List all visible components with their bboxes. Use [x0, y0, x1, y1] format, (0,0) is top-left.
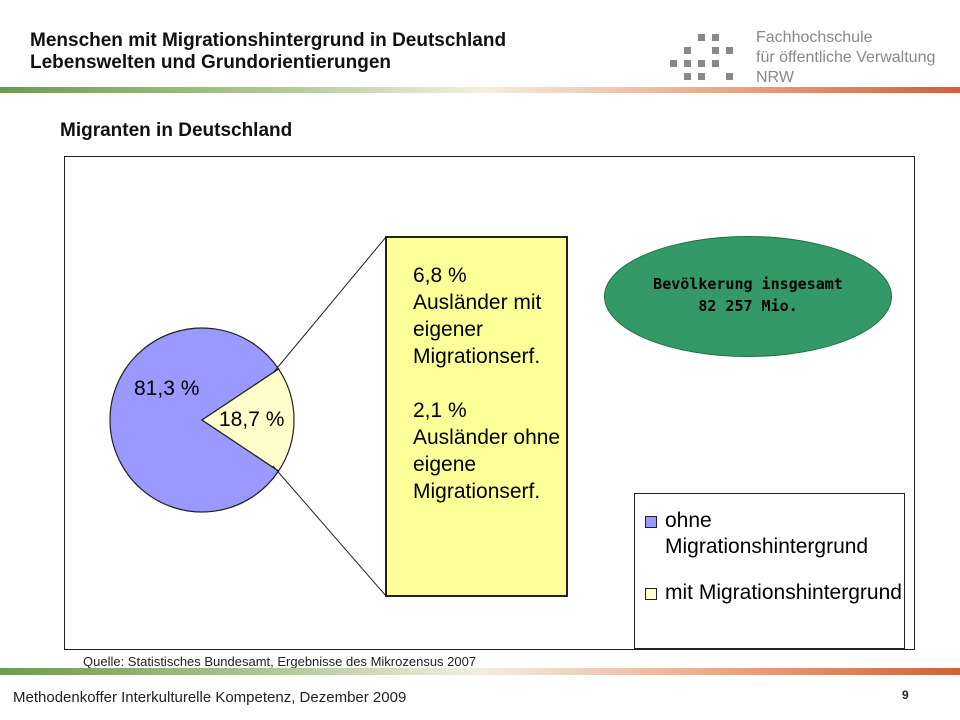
legend-label-ohne-1: ohne: [665, 509, 712, 532]
breakdown-2-line2: eigene: [413, 453, 477, 476]
footer-text: Methodenkoffer Interkulturelle Kompetenz…: [13, 689, 407, 706]
breakdown-callout: 6,8 % Ausländer mit eigener Migrationser…: [385, 236, 568, 597]
legend-swatch-ohne: [645, 516, 657, 528]
footer-divider-bar: [0, 668, 960, 675]
legend-swatch-mit: [645, 588, 657, 600]
pie-slice-mit: [200, 368, 295, 472]
pie-slice-ohne: [109, 327, 280, 513]
breakdown-1-line3: Migrationserf.: [413, 345, 541, 368]
header-title: Menschen mit Migrationshintergrund in De…: [30, 30, 506, 74]
legend-label-ohne-2: Migrationshintergrund: [665, 535, 869, 558]
logo-line1: Fachhochschule: [756, 29, 873, 46]
page-number: 9: [902, 688, 909, 702]
legend-label-mit: mit Migrationshintergrund: [665, 581, 902, 604]
source-note: Quelle: Statistisches Bundesamt, Ergebni…: [83, 654, 477, 669]
logo-text: Fachhochschule für öffentliche Verwaltun…: [756, 28, 935, 88]
breakdown-2-line1: Ausländer ohne: [413, 426, 561, 449]
logo-line3: NRW: [756, 69, 794, 86]
chart-frame: [64, 156, 915, 650]
header-title-line1: Menschen mit Migrationshintergrund in De…: [30, 30, 507, 51]
pie-label-mit: 18,7 %: [219, 408, 285, 431]
chart-legend: ohne Migrationshintergrund mit Migration…: [634, 493, 905, 649]
breakdown-1-value: 6,8 %: [413, 264, 467, 287]
logo-line2: für öffentliche Verwaltung: [756, 49, 936, 66]
header-title-line2: Lebenswelten und Grundorientierungen: [30, 52, 392, 73]
total-line2: 82 257 Mio.: [698, 297, 798, 315]
logo-dot-grid: [670, 34, 733, 80]
breakdown-2-value: 2,1 %: [413, 399, 467, 422]
slide-title: Migranten in Deutschland: [60, 120, 293, 141]
header-divider-bar: [0, 87, 960, 93]
breakdown-1-line2: eigener: [413, 318, 484, 341]
breakdown-1-line1: Ausländer mit: [413, 291, 542, 314]
fhoev-logo: Fachhochschule für öffentliche Verwaltun…: [668, 28, 958, 88]
callout-connector-bottom: [272, 465, 387, 597]
total-line1: Bevölkerung insgesamt: [653, 275, 843, 293]
total-population-ellipse: Bevölkerung insgesamt 82 257 Mio.: [604, 236, 892, 357]
pie-label-ohne: 81,3 %: [134, 377, 200, 400]
callout-connector-top: [272, 236, 387, 374]
breakdown-2-line3: Migrationserf.: [413, 480, 541, 503]
